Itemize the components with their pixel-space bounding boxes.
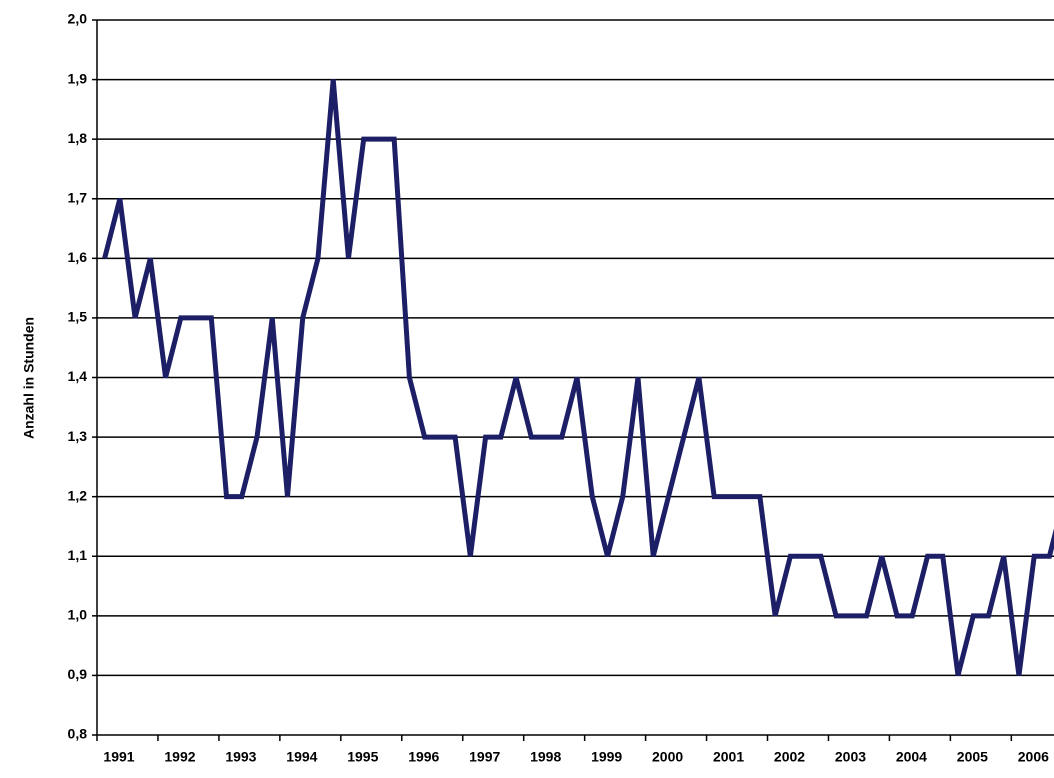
x-tick-label: 1995	[347, 749, 378, 765]
x-tick-label: 1991	[103, 749, 134, 765]
data-line	[102, 79, 1054, 677]
x-tick-label: 1996	[408, 749, 439, 765]
y-tick-label: 1,1	[68, 547, 88, 563]
x-tick-label: 1992	[164, 749, 195, 765]
y-tick-label: 2,0	[68, 11, 88, 27]
y-tick-label: 1,7	[68, 189, 88, 205]
x-tick-label: 2006	[1018, 749, 1049, 765]
x-tick-label: 1998	[530, 749, 561, 765]
y-axis-label: Anzahl in Stunden	[21, 317, 37, 439]
y-tick-label: 0,8	[68, 726, 88, 742]
y-tick-label: 1,4	[68, 368, 88, 384]
x-tick-label: 2004	[896, 749, 927, 765]
y-tick-label: 1,2	[68, 487, 88, 503]
x-tick-label: 2002	[774, 749, 805, 765]
x-tick-label: 2003	[835, 749, 866, 765]
y-tick-label: 1,3	[68, 428, 88, 444]
x-tick-label: 2001	[713, 749, 744, 765]
x-tick-label: 2005	[957, 749, 988, 765]
y-tick-label: 1,8	[68, 130, 88, 146]
y-tick-label: 1,9	[68, 70, 88, 86]
y-tick-label: 1,0	[68, 607, 88, 623]
y-tick-label: 0,9	[68, 666, 88, 682]
x-tick-label: 1993	[225, 749, 256, 765]
x-tick-label: 2000	[652, 749, 683, 765]
x-tick-label: 1999	[591, 749, 622, 765]
x-tick-label: 1994	[286, 749, 317, 765]
y-tick-label: 1,6	[68, 249, 88, 265]
y-tick-label: 1,5	[68, 309, 88, 325]
x-tick-label: 1997	[469, 749, 500, 765]
